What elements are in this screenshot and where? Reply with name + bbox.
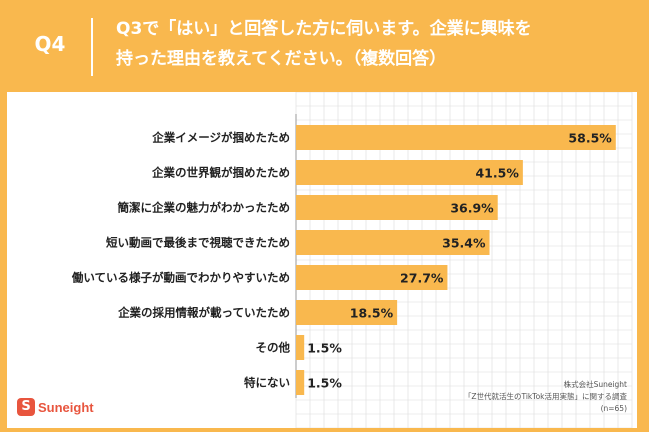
bar [296,370,305,395]
category-label: 簡潔に企業の魅力がわかったため [117,201,291,215]
logo-text: Suneight [38,399,94,415]
category-label: その他 [256,341,291,355]
question-title: Q3で「はい」と回答した方に伺います。企業に興味を 持った理由を教えてください。… [116,14,616,74]
bar-chart: 企業イメージが掴めたため企業の世界観が掴めたため簡潔に企業の魅力がわかったため短… [71,92,633,428]
bar [296,160,523,185]
question-title-line-1: Q3で「はい」と回答した方に伺います。企業に興味を [116,19,532,39]
bar [296,265,448,290]
value-label: 41.5% [475,166,519,181]
bar [296,230,490,255]
header-divider [91,18,93,76]
bar [296,125,616,150]
source-survey: 「Z世代就活生のTikTok活用実態」に関する調査 [463,392,627,401]
source-note: 株式会社Suneight 「Z世代就活生のTikTok活用実態」に関する調査 (… [397,379,627,415]
value-label: 35.4% [442,236,486,251]
value-label: 1.5% [307,341,342,356]
suneight-logo: S Suneight [17,394,94,420]
source-company: 株式会社Suneight [563,380,627,389]
category-label: 短い動画で最後まで視聴できたため [106,236,290,250]
value-label: 1.5% [307,376,342,391]
header: Q4 Q3で「はい」と回答した方に伺います。企業に興味を 持った理由を教えてくだ… [0,0,649,92]
bar [296,195,498,220]
value-label: 27.7% [400,271,444,286]
category-label: 企業の世界観が掴めたため [151,166,290,180]
category-label: 企業の採用情報が載っていたため [117,306,290,320]
question-title-line-2: 持った理由を教えてください。（複数回答） [116,49,447,69]
category-label: 特にない [244,376,290,390]
value-label: 58.5% [568,131,612,146]
suneight-logo-icon: S [17,398,35,416]
bars [296,125,616,395]
category-labels: 企業イメージが掴めたため企業の世界観が掴めたため簡潔に企業の魅力がわかったため短… [71,131,291,390]
question-number: Q4 [34,32,66,56]
chart-panel: 企業イメージが掴めたため 企業の世界観が掴めたため簡潔に企業の魅力がわかったため短… [7,92,637,428]
category-label: 働いている様子が動画でわかりやすいため [71,271,290,285]
value-label: 36.9% [450,201,494,216]
value-labels: 58.5% 41.5% 36.9% 35.4% 27.7% 18.5% 1.5% 1.5% [307,131,612,391]
bar [296,300,398,325]
source-sample-size: (n=65) [600,404,627,413]
bar [296,335,305,360]
value-label: 18.5% [350,306,394,321]
category-label: 企業イメージが掴めたため [151,131,290,145]
